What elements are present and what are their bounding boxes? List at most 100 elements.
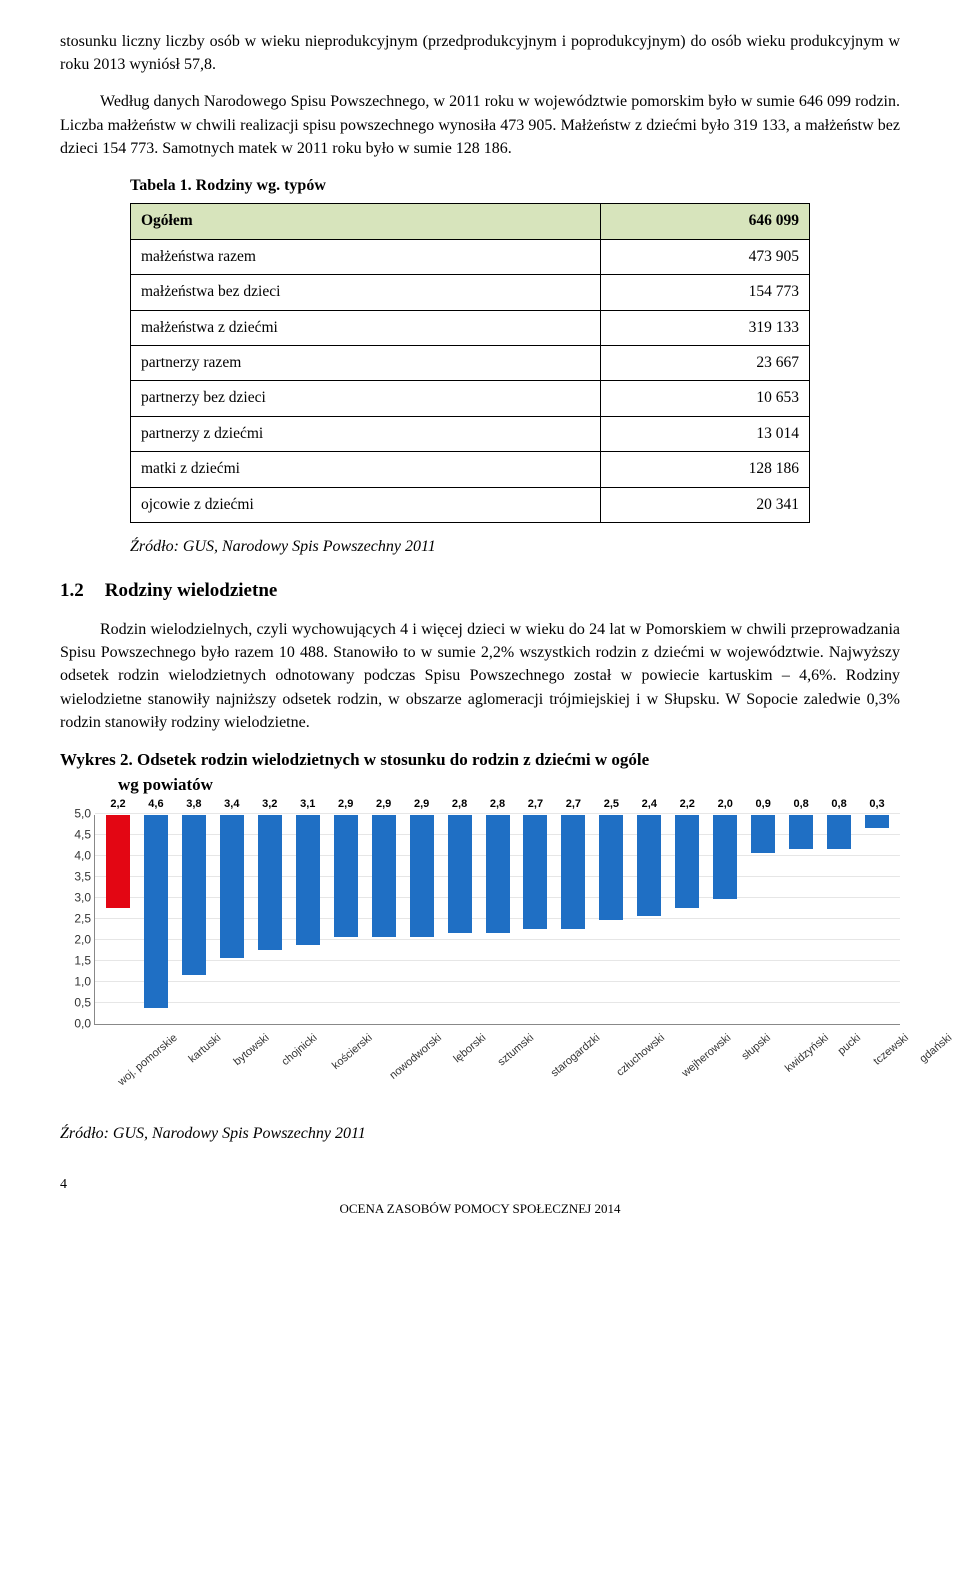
table-cell-value: 128 186 (600, 452, 809, 487)
chart-bar (675, 815, 699, 907)
table-row: partnerzy razem23 667 (131, 346, 810, 381)
chart-xlabel-slot: pucki (829, 1025, 861, 1047)
chart-xlabel: słupski (739, 1031, 775, 1065)
chart-bar-value: 2,8 (490, 797, 505, 813)
chart-bar (144, 815, 168, 1008)
table-cell-value: 319 133 (600, 310, 809, 345)
table-cell-label: partnerzy razem (131, 346, 601, 381)
chart-bar-value: 2,5 (604, 797, 619, 813)
chart-bar-slot: 3,4 (213, 815, 251, 1024)
chart-xlabel: tczewski (870, 1031, 912, 1070)
families-table: Ogółem 646 099 małżeństwa razem473 905ma… (130, 203, 810, 523)
chart-bar-slot: 2,2 (668, 815, 706, 1024)
chart-bar-value: 2,8 (452, 797, 467, 813)
chart-bar-slot: 2,4 (630, 815, 668, 1024)
chart-xlabel-slot: kościerski (318, 1025, 372, 1047)
chart-bar (448, 815, 472, 933)
chart-xlabel: bytowski (231, 1031, 274, 1070)
chart-xlabel-slot: woj. pomorskie (98, 1025, 177, 1047)
chart-ytick: 4,5 (61, 827, 91, 844)
chart-bar-slot: 0,3 (858, 815, 896, 1024)
paragraph-3: Rodzin wielodzielnych, czyli wychowujący… (60, 618, 900, 734)
chart-xlabel-slot: kartuski (177, 1025, 221, 1047)
table-cell-label: małżeństwa z dziećmi (131, 310, 601, 345)
chart-title-line1: Wykres 2. Odsetek rodzin wielodzietnych … (60, 750, 649, 769)
chart-xlabel: starogardzki (548, 1031, 604, 1082)
chart-bar-slot: 3,1 (289, 815, 327, 1024)
chart-bar (561, 815, 585, 928)
chart-ytick: 3,0 (61, 890, 91, 907)
table-row: małżeństwa z dziećmi319 133 (131, 310, 810, 345)
paragraph-2: Według danych Narodowego Spisu Powszechn… (60, 90, 900, 160)
table-cell-value: 10 653 (600, 381, 809, 416)
chart-bar (258, 815, 282, 949)
chart-source: Źródło: GUS, Narodowy Spis Powszechny 20… (60, 1122, 900, 1145)
table-row: małżeństwa bez dzieci154 773 (131, 275, 810, 310)
chart-title: Wykres 2. Odsetek rodzin wielodzietnych … (60, 748, 900, 797)
chart-xlabel: kościerski (329, 1031, 376, 1074)
chart-xlabel: chojnicki (279, 1031, 322, 1070)
table-cell-value: 23 667 (600, 346, 809, 381)
chart-xlabel-slot: bytowski (221, 1025, 269, 1047)
chart-xlabel: nowodworski (387, 1031, 446, 1084)
chart-bar (486, 815, 510, 933)
chart-bar-value: 2,0 (718, 797, 733, 813)
chart-bar (182, 815, 206, 975)
chart-bar-slot: 2,0 (706, 815, 744, 1024)
chart-bar-value: 2,7 (566, 797, 581, 813)
chart-bar (372, 815, 396, 937)
chart-bar-slot: 0,8 (820, 815, 858, 1024)
chart-xlabel: lęborski (450, 1031, 489, 1068)
chart-xlabel: sztumski (495, 1031, 538, 1071)
chart-bar (410, 815, 434, 937)
chart-xlabel-slot: starogardzki (534, 1025, 600, 1047)
chart-bar (106, 815, 130, 907)
chart-bar-value: 2,2 (680, 797, 695, 813)
chart-bar-slot: 2,7 (554, 815, 592, 1024)
table-cell-label: ojcowie z dziećmi (131, 487, 601, 522)
chart-bar-slot: 3,8 (175, 815, 213, 1024)
chart-bar-slot: 2,5 (592, 815, 630, 1024)
chart-xlabel: woj. pomorskie (115, 1031, 181, 1090)
chart-bar (220, 815, 244, 958)
table-cell-value: 473 905 (600, 239, 809, 274)
chart-bar-value: 2,4 (642, 797, 657, 813)
chart-bar (865, 815, 889, 828)
table-cell-value: 20 341 (600, 487, 809, 522)
chart-bar-value: 2,9 (376, 797, 391, 813)
chart-xlabel-slot: chojnicki (269, 1025, 317, 1047)
table-row: małżeństwa razem473 905 (131, 239, 810, 274)
chart-bar-slot: 2,9 (365, 815, 403, 1024)
chart-xlabel-slot: człuchowski (600, 1025, 665, 1047)
chart-bar-slot: 2,2 (99, 815, 137, 1024)
table-row: matki z dziećmi128 186 (131, 452, 810, 487)
table-title: Tabela 1. Rodziny wg. typów (130, 174, 900, 197)
chart-bar (751, 815, 775, 853)
chart-bar-value: 3,2 (262, 797, 277, 813)
chart-bar-value: 3,1 (300, 797, 315, 813)
chart-title-line2: wg powiatów (60, 773, 900, 798)
table-row: partnerzy z dziećmi13 014 (131, 416, 810, 451)
table-cell-label: małżeństwa bez dzieci (131, 275, 601, 310)
chart-xlabel-slot: lęborski (442, 1025, 486, 1047)
chart-bar-value: 2,9 (414, 797, 429, 813)
chart-ytick: 2,0 (61, 932, 91, 949)
chart-bar-value: 0,3 (869, 797, 884, 813)
chart-xlabel: gdański (917, 1031, 956, 1068)
chart-bar-slot: 2,9 (403, 815, 441, 1024)
paragraph-1: stosunku liczny liczby osób w wieku niep… (60, 30, 900, 76)
chart-bar-slot: 2,8 (479, 815, 517, 1024)
chart-ytick: 5,0 (61, 806, 91, 823)
chart-bar-value: 4,6 (148, 797, 163, 813)
chart-bar (296, 815, 320, 945)
chart-xlabel-slot: nowodworski (372, 1025, 442, 1047)
chart-xlabel-slot: wejherowski (665, 1025, 731, 1047)
chart-bar-slot: 2,9 (327, 815, 365, 1024)
table-cell-value: 154 773 (600, 275, 809, 310)
section-title: Rodziny wielodzietne (105, 580, 278, 601)
chart-bar-slot: 3,2 (251, 815, 289, 1024)
chart-bar-slot: 0,8 (782, 815, 820, 1024)
chart-bar-slot: 0,9 (744, 815, 782, 1024)
chart-xlabel: wejherowski (679, 1031, 735, 1082)
table-row: ojcowie z dziećmi20 341 (131, 487, 810, 522)
